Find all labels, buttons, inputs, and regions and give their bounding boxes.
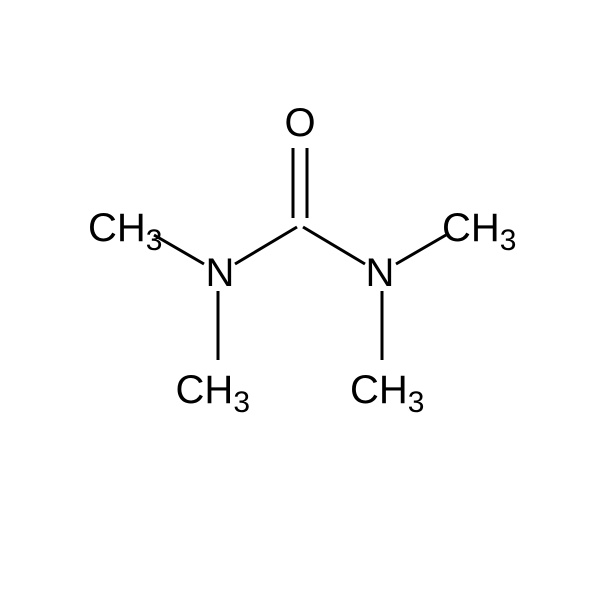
atom-N_right: N	[366, 251, 395, 295]
atom-label-CH3_LR: CH	[350, 368, 408, 412]
atom-subscript-CH3_LL: 3	[233, 386, 250, 419]
atom-label-N_left: N	[206, 251, 235, 295]
bond-C-Nleft	[235, 227, 297, 264]
atom-O: O	[284, 101, 315, 145]
atoms-group: ONNCH3CH3CH3CH3	[88, 101, 516, 419]
bonds-group	[154, 148, 446, 360]
atom-N_left: N	[206, 251, 235, 295]
atom-CH3_UR: CH3	[442, 206, 516, 257]
atom-CH3_UL: CH3	[88, 206, 162, 257]
atom-CH3_LL: CH3	[176, 368, 250, 419]
atom-subscript-CH3_LR: 3	[408, 386, 425, 419]
atom-CH3_LR: CH3	[350, 368, 424, 419]
bond-Nright-CH3-up	[396, 235, 446, 264]
bond-C-Nright	[303, 227, 365, 264]
atom-subscript-CH3_UL: 3	[146, 224, 163, 257]
atom-subscript-CH3_UR: 3	[500, 224, 517, 257]
atom-label-CH3_LL: CH	[176, 368, 234, 412]
atom-label-CH3_UR: CH	[442, 206, 500, 250]
atom-label-N_right: N	[366, 251, 395, 295]
atom-label-CH3_UL: CH	[88, 206, 146, 250]
molecule-diagram: ONNCH3CH3CH3CH3	[0, 0, 600, 600]
atom-label-O: O	[284, 101, 315, 145]
